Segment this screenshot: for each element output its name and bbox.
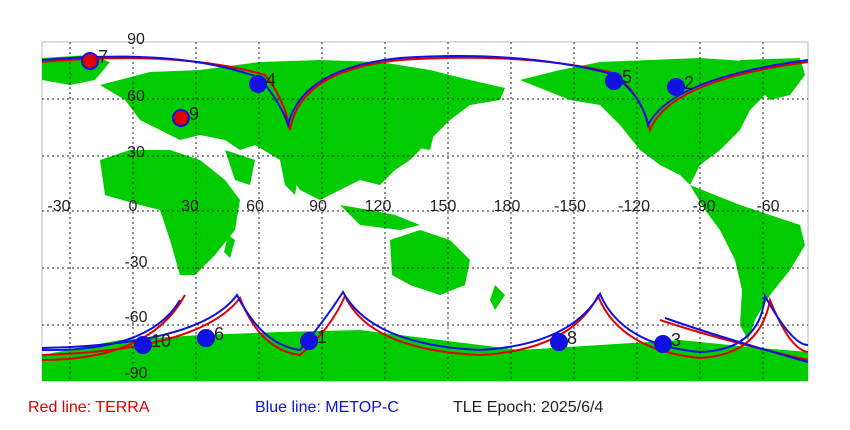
lat-label: 30: [127, 144, 145, 161]
lat-label: 60: [127, 88, 145, 105]
lon-label: -120: [618, 198, 650, 215]
satellite-label: 8: [567, 328, 577, 348]
satellite-marker: [172, 109, 190, 127]
satellite-marker: [249, 75, 267, 93]
legend-epoch: TLE Epoch: 2025/6/4: [453, 399, 603, 416]
satellite-label: 10: [151, 331, 171, 351]
satellite-marker: [667, 78, 685, 96]
lon-label: -60: [756, 198, 779, 215]
lon-label: 60: [246, 198, 264, 215]
satellite-marker: [134, 336, 152, 354]
lat-label: -90: [124, 365, 147, 382]
satellite-marker: [550, 333, 568, 351]
lat-label: -60: [124, 309, 147, 326]
satellite-marker: [197, 329, 215, 347]
satellite-marker: [81, 52, 99, 70]
lon-label: -90: [692, 198, 715, 215]
lon-label: 90: [309, 198, 327, 215]
satellite-label: 3: [671, 330, 681, 350]
satellite-marker: [654, 335, 672, 353]
axis-labels: -30 0 30 60 90 120 150 180 -150 -120 -90 -60 90 60 30 -…: [47, 31, 779, 382]
lat-label: 90: [127, 31, 145, 48]
legend-red: Red line: TERRA: [28, 399, 150, 416]
ground-tracks: [41, 55, 809, 363]
satellite-label: 5: [622, 67, 632, 87]
satellite-label: 4: [266, 70, 276, 90]
lon-label: -150: [554, 198, 586, 215]
lon-label: 120: [365, 198, 392, 215]
lon-label: 30: [181, 198, 199, 215]
satellite-label: 2: [684, 73, 694, 93]
satellite-label: 9: [189, 104, 199, 124]
lon-label: 150: [430, 198, 457, 215]
satellite-label: 1: [317, 327, 327, 347]
satellite-marker: [300, 332, 318, 350]
lon-label: -30: [47, 198, 70, 215]
satellite-label: 6: [214, 324, 224, 344]
legend-blue: Blue line: METOP-C: [255, 399, 399, 416]
lat-label: -30: [124, 254, 147, 271]
lon-label: 0: [129, 198, 138, 215]
satellite-label: 7: [98, 47, 108, 67]
satellite-marker: [605, 72, 623, 90]
lon-label: 180: [494, 198, 521, 215]
satellites: 1 2 3 4 5 6 7 8 9 10: [81, 47, 694, 354]
